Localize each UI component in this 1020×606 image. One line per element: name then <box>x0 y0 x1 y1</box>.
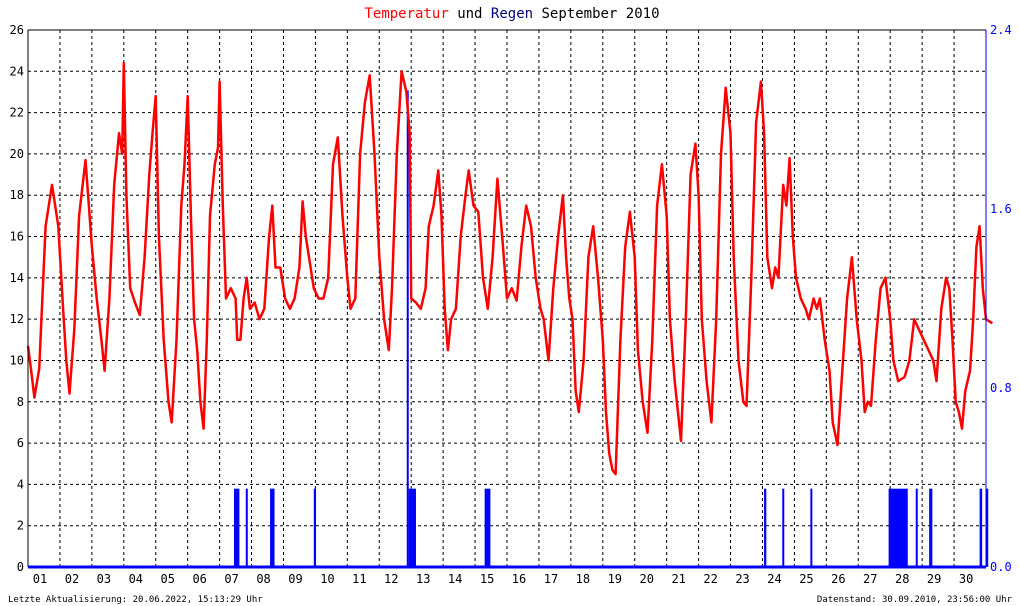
y-left-tick-label: 12 <box>10 312 24 326</box>
x-tick-label: 26 <box>831 572 845 586</box>
y-axis-right-labels: 0.0 0.8 1.6 2.4 <box>990 23 1012 574</box>
x-tick-label: 22 <box>703 572 717 586</box>
rain-bar <box>929 488 933 567</box>
rain-bar <box>408 488 416 567</box>
rain-bar <box>764 488 767 567</box>
x-tick-label: 18 <box>576 572 590 586</box>
y-left-tick-label: 8 <box>17 395 24 409</box>
y-left-tick-label: 22 <box>10 106 24 120</box>
grid-lines <box>28 30 987 567</box>
rain-bar <box>484 488 491 567</box>
title-und: und <box>449 6 491 22</box>
y-left-tick-label: 4 <box>17 477 24 491</box>
x-tick-label: 03 <box>97 572 111 586</box>
y-right-tick-label: 0.8 <box>990 381 1012 395</box>
x-tick-label: 05 <box>161 572 175 586</box>
x-tick-label: 04 <box>129 572 143 586</box>
data-status-text: Datenstand: 30.09.2010, 23:56:00 Uhr <box>817 595 1013 605</box>
x-axis-labels: 01 02 03 04 05 06 07 08 09 10 11 12 13 14 15 16 17 18 19 20… <box>33 572 974 586</box>
x-tick-label: 25 <box>799 572 813 586</box>
x-tick-label: 27 <box>863 572 877 586</box>
title-temperatur: Temperatur <box>364 6 448 22</box>
x-tick-label: 19 <box>608 572 622 586</box>
rain-bar <box>270 488 275 567</box>
x-tick-label: 11 <box>352 572 366 586</box>
rain-bar <box>406 90 409 567</box>
x-tick-label: 09 <box>288 572 302 586</box>
rain-bar <box>979 488 983 567</box>
rain-bars <box>233 90 989 567</box>
title-month: September 2010 <box>533 6 659 22</box>
y-left-tick-label: 24 <box>10 64 24 78</box>
x-tick-label: 07 <box>224 572 238 586</box>
y-left-tick-label: 2 <box>17 519 24 533</box>
x-tick-label: 20 <box>640 572 654 586</box>
y-left-tick-label: 18 <box>10 188 24 202</box>
x-tick-label: 02 <box>65 572 79 586</box>
rain-bar <box>810 488 813 567</box>
x-tick-label: 01 <box>33 572 47 586</box>
y-left-tick-label: 10 <box>10 353 24 367</box>
plot-frame <box>27 29 987 569</box>
x-tick-label: 10 <box>320 572 334 586</box>
title-regen: Regen <box>491 6 533 22</box>
rain-bar <box>313 488 317 567</box>
x-tick-label: 13 <box>416 572 430 586</box>
x-tick-label: 14 <box>448 572 462 586</box>
x-tick-label: 24 <box>767 572 781 586</box>
x-tick-label: 17 <box>544 572 558 586</box>
y-left-tick-label: 26 <box>10 23 24 37</box>
y-right-tick-label: 2.4 <box>990 23 1012 37</box>
rain-bar <box>888 488 908 567</box>
temperature-line <box>26 61 994 476</box>
last-update-text: Letzte Aktualisierung: 20.06.2022, 15:13… <box>8 595 263 605</box>
y-left-tick-label: 20 <box>10 147 24 161</box>
rain-bar <box>915 488 918 567</box>
x-tick-label: 28 <box>895 572 909 586</box>
x-tick-label: 16 <box>512 572 526 586</box>
x-tick-label: 21 <box>671 572 685 586</box>
rain-bar <box>245 488 248 567</box>
x-tick-label: 15 <box>480 572 494 586</box>
y-left-tick-label: 0 <box>17 560 24 574</box>
y-left-tick-label: 16 <box>10 230 24 244</box>
y-left-tick-label: 14 <box>10 271 24 285</box>
rain-bar <box>782 488 785 567</box>
y-right-tick-label: 1.6 <box>990 202 1012 216</box>
rain-bar <box>986 488 989 567</box>
chart-title: Temperatur und Regen September 2010 <box>364 6 659 22</box>
x-tick-label: 30 <box>959 572 973 586</box>
x-tick-label: 08 <box>256 572 270 586</box>
x-tick-label: 12 <box>384 572 398 586</box>
x-tick-label: 23 <box>735 572 749 586</box>
x-tick-label: 06 <box>192 572 206 586</box>
y-left-tick-label: 6 <box>17 436 24 450</box>
x-tick-label: 29 <box>927 572 941 586</box>
rain-bar <box>233 488 240 567</box>
y-right-tick-label: 0.0 <box>990 560 1012 574</box>
